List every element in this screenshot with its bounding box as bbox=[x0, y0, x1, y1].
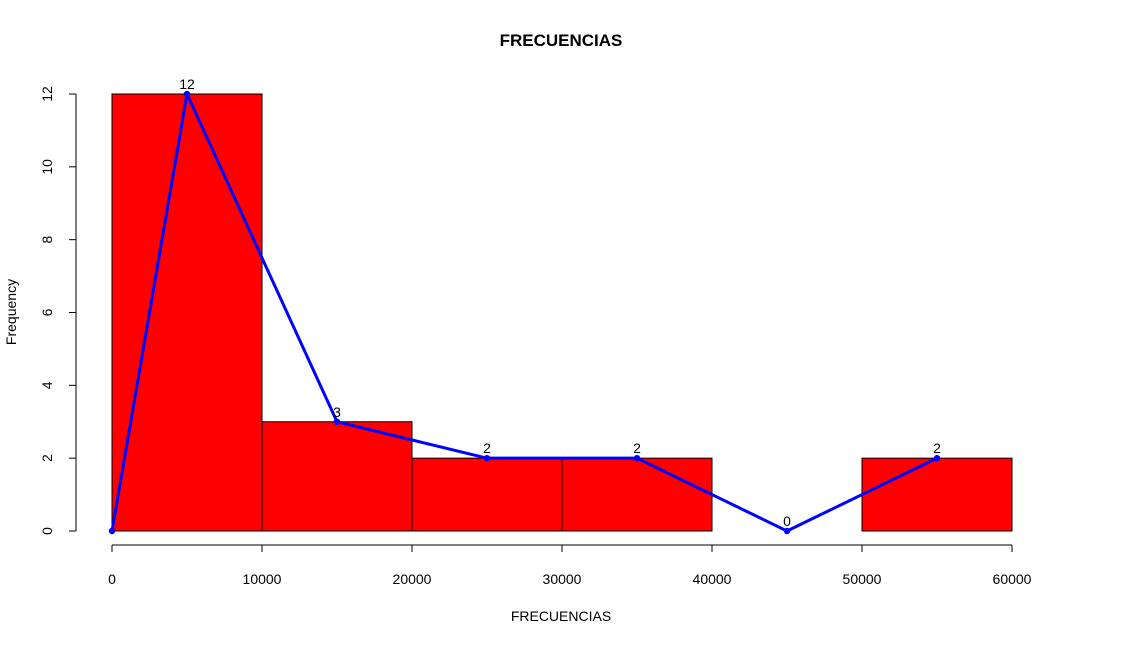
bar-0 bbox=[111, 93, 263, 532]
polygon-point-2 bbox=[333, 418, 341, 425]
polygon-point-1 bbox=[183, 90, 191, 98]
data-label-3: 2 bbox=[633, 440, 641, 456]
y-tick-label-2: 4 bbox=[39, 381, 55, 389]
polygon-point-6 bbox=[933, 454, 941, 462]
data-label-1: 3 bbox=[333, 404, 341, 420]
y-tick-label-0: 0 bbox=[39, 527, 55, 535]
x-tick-label-0: 0 bbox=[108, 571, 116, 587]
data-labels: 12 3 2 2 0 2 bbox=[179, 76, 941, 529]
y-tick-label-4: 8 bbox=[39, 236, 55, 244]
y-axis: 0 2 4 6 8 10 12 bbox=[39, 86, 77, 535]
x-tick-label-6: 60000 bbox=[993, 571, 1032, 587]
bar-5 bbox=[861, 457, 1013, 532]
bars-layer bbox=[111, 93, 1013, 532]
x-tick-label-3: 30000 bbox=[543, 571, 582, 587]
polygon-point-0 bbox=[108, 527, 116, 535]
x-axis-label: FRECUENCIAS bbox=[511, 608, 611, 624]
bar-3 bbox=[561, 457, 713, 532]
y-tick-label-1: 2 bbox=[39, 454, 55, 462]
y-axis-label: Frequency bbox=[3, 279, 19, 345]
data-label-0: 12 bbox=[179, 76, 195, 92]
polygon-point-5 bbox=[783, 527, 791, 535]
x-axis: 0 10000 20000 30000 40000 50000 60000 bbox=[108, 544, 1032, 587]
data-label-5: 2 bbox=[933, 440, 941, 456]
x-tick-label-4: 40000 bbox=[693, 571, 732, 587]
y-tick-label-3: 6 bbox=[39, 308, 55, 316]
x-tick-label-5: 50000 bbox=[843, 571, 882, 587]
bar-2 bbox=[411, 457, 563, 532]
frequency-polygon bbox=[108, 90, 941, 535]
bar-1 bbox=[261, 421, 413, 532]
polygon-point-3 bbox=[483, 454, 491, 462]
data-label-2: 2 bbox=[483, 440, 491, 456]
y-tick-label-5: 10 bbox=[39, 159, 55, 175]
x-tick-label-1: 10000 bbox=[243, 571, 282, 587]
data-label-4: 0 bbox=[783, 513, 791, 529]
polygon-point-4 bbox=[633, 454, 641, 462]
x-tick-label-2: 20000 bbox=[393, 571, 432, 587]
y-tick-label-6: 12 bbox=[39, 86, 55, 102]
chart-title: FRECUENCIAS bbox=[500, 31, 623, 50]
